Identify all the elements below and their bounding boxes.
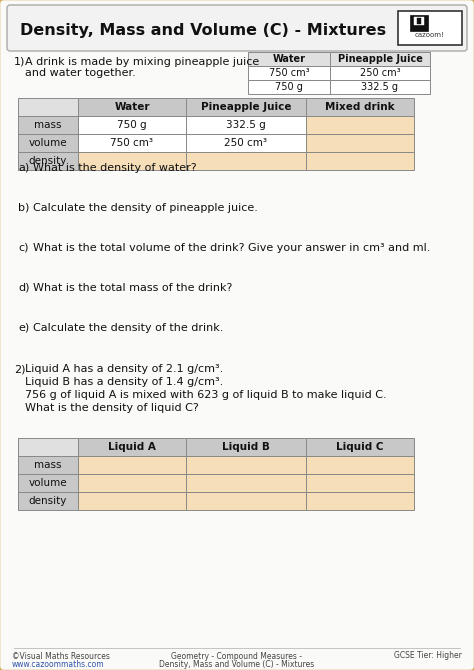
Bar — [417, 18, 421, 24]
Bar — [78, 438, 186, 456]
Text: What is the density of water?: What is the density of water? — [33, 163, 197, 173]
Text: 750 cm³: 750 cm³ — [110, 138, 154, 148]
Text: Density, Mass and Volume (C) - Mixtures: Density, Mass and Volume (C) - Mixtures — [159, 660, 315, 669]
Bar — [78, 152, 186, 170]
Text: 250 cm³: 250 cm³ — [225, 138, 267, 148]
Text: volume: volume — [29, 478, 67, 488]
Text: c): c) — [18, 243, 28, 253]
Text: Geometry - Compound Measures -: Geometry - Compound Measures - — [172, 652, 302, 661]
Bar — [186, 98, 306, 116]
Bar — [330, 80, 430, 94]
Text: Liquid B: Liquid B — [222, 442, 270, 452]
Text: 756 g of liquid A is mixed with 623 g of liquid B to make liquid C.: 756 g of liquid A is mixed with 623 g of… — [25, 390, 387, 400]
Bar — [306, 438, 414, 456]
Bar — [306, 98, 414, 116]
Text: d): d) — [18, 283, 29, 293]
Text: What is the total volume of the drink? Give your answer in cm³ and ml.: What is the total volume of the drink? G… — [33, 243, 430, 253]
Text: Liquid A has a density of 2.1 g/cm³.: Liquid A has a density of 2.1 g/cm³. — [25, 364, 223, 374]
Text: What is the density of liquid C?: What is the density of liquid C? — [25, 403, 199, 413]
Bar — [330, 52, 430, 66]
Text: cazoom!: cazoom! — [415, 32, 445, 38]
Text: 750 g: 750 g — [275, 82, 303, 92]
Bar — [78, 456, 186, 474]
Text: 1): 1) — [14, 57, 26, 67]
Text: 332.5 g: 332.5 g — [226, 120, 266, 130]
Bar — [18, 474, 78, 492]
Bar — [306, 492, 414, 510]
Text: b): b) — [18, 203, 29, 213]
Bar — [78, 116, 186, 134]
Text: GCSE Tier: Higher: GCSE Tier: Higher — [394, 651, 462, 661]
Bar — [186, 116, 306, 134]
Text: What is the total mass of the drink?: What is the total mass of the drink? — [33, 283, 232, 293]
Text: density: density — [29, 156, 67, 166]
Text: a): a) — [18, 163, 29, 173]
Text: www.cazoommaths.com: www.cazoommaths.com — [12, 660, 105, 669]
Text: mass: mass — [34, 120, 62, 130]
Bar — [186, 152, 306, 170]
Text: 750 cm³: 750 cm³ — [269, 68, 310, 78]
Text: Liquid C: Liquid C — [336, 442, 384, 452]
Bar — [330, 66, 430, 80]
Bar — [18, 456, 78, 474]
Text: Density, Mass and Volume (C) - Mixtures: Density, Mass and Volume (C) - Mixtures — [20, 23, 386, 38]
Bar — [18, 134, 78, 152]
Bar — [78, 98, 186, 116]
Text: mass: mass — [34, 460, 62, 470]
Text: A drink is made by mixing pineapple juice: A drink is made by mixing pineapple juic… — [25, 57, 259, 67]
Bar — [186, 492, 306, 510]
Bar — [186, 456, 306, 474]
Bar — [78, 474, 186, 492]
Text: volume: volume — [29, 138, 67, 148]
Bar — [186, 134, 306, 152]
Bar — [306, 134, 414, 152]
Bar — [410, 15, 428, 31]
Text: density: density — [29, 496, 67, 506]
Text: Liquid A: Liquid A — [108, 442, 156, 452]
Text: Calculate the density of the drink.: Calculate the density of the drink. — [33, 323, 223, 333]
Bar — [18, 492, 78, 510]
Bar — [18, 116, 78, 134]
FancyBboxPatch shape — [7, 5, 467, 51]
Text: ©Visual Maths Resources: ©Visual Maths Resources — [12, 652, 110, 661]
Bar — [306, 456, 414, 474]
Text: Mixed drink: Mixed drink — [325, 102, 395, 112]
Text: Water: Water — [273, 54, 306, 64]
Bar — [306, 116, 414, 134]
Bar — [306, 152, 414, 170]
Bar — [306, 474, 414, 492]
Bar — [18, 98, 78, 116]
Bar — [78, 134, 186, 152]
Text: 332.5 g: 332.5 g — [362, 82, 399, 92]
Bar — [18, 152, 78, 170]
Text: 250 cm³: 250 cm³ — [360, 68, 401, 78]
Text: 750 g: 750 g — [117, 120, 147, 130]
Text: and water together.: and water together. — [25, 68, 136, 78]
Bar — [248, 52, 330, 66]
Bar — [398, 11, 462, 45]
Text: Liquid B has a density of 1.4 g/cm³.: Liquid B has a density of 1.4 g/cm³. — [25, 377, 223, 387]
Bar — [186, 474, 306, 492]
Bar — [414, 17, 424, 25]
Text: 2): 2) — [14, 364, 26, 374]
Text: Water: Water — [114, 102, 150, 112]
Bar — [248, 66, 330, 80]
Text: e): e) — [18, 323, 29, 333]
Bar — [78, 492, 186, 510]
Bar — [18, 438, 78, 456]
Text: Pineapple Juice: Pineapple Juice — [337, 54, 422, 64]
Text: Calculate the density of pineapple juice.: Calculate the density of pineapple juice… — [33, 203, 258, 213]
Bar — [186, 438, 306, 456]
Bar — [248, 80, 330, 94]
Text: Pineapple Juice: Pineapple Juice — [201, 102, 291, 112]
